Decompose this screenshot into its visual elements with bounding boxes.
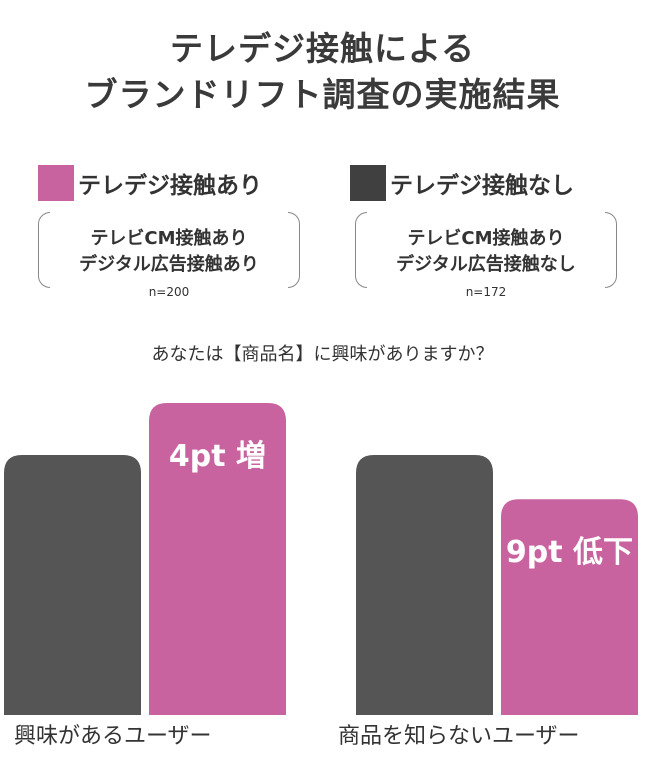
sample-size-not-exposed: n=172: [465, 285, 507, 299]
group-box-not-exposed: テレビCM接触あり デジタル広告接触なし: [355, 212, 617, 290]
legend-item-not-exposed: テレデジ接触なし: [350, 163, 574, 203]
legend-label-exposed: テレデジ接触あり: [78, 173, 262, 199]
bar-chart: 4pt 増 9pt 低下: [4, 403, 638, 715]
bar-interested-baseline: [4, 455, 141, 715]
category-label-unaware: 商品を知らないユーザー: [338, 724, 580, 749]
bar-interested-exposed: [149, 403, 286, 715]
group-exposed-digital: デジタル広告接触あり: [79, 254, 259, 275]
sample-size-exposed: n=200: [148, 285, 190, 299]
chart-title-line2: ブランドリフト調査の実施結果: [84, 75, 561, 114]
chart-title-line1: テレデジ接触による: [169, 29, 475, 68]
survey-question: あなたは【商品名】に興味がありますか？: [151, 344, 494, 365]
legend-item-exposed: テレデジ接触あり: [38, 163, 262, 203]
group-box-exposed: テレビCM接触あり デジタル広告接触あり: [38, 212, 300, 290]
data-label-unaware: 9pt 低下: [506, 535, 633, 570]
legend-label-not-exposed: テレデジ接触なし: [390, 173, 574, 199]
bar-unaware-exposed: [501, 499, 638, 715]
group-not-exposed-digital: デジタル広告接触なし: [396, 254, 576, 275]
group-exposed-tv: テレビCM接触あり: [90, 228, 248, 249]
group-not-exposed-tv: テレビCM接触あり: [407, 228, 565, 249]
category-label-interested: 興味があるユーザー: [14, 724, 212, 749]
legend-swatch-exposed: [38, 165, 74, 201]
bar-unaware-baseline: [356, 455, 493, 715]
data-label-interested: 4pt 増: [169, 439, 266, 474]
legend-swatch-not-exposed: [350, 165, 386, 201]
